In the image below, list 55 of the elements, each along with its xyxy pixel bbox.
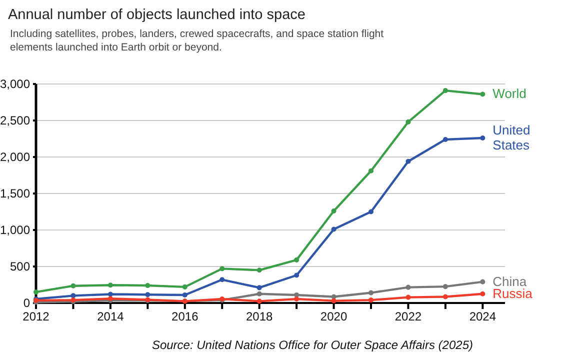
x-tick-label: 2016 <box>172 310 199 324</box>
point <box>480 92 486 97</box>
point <box>182 292 188 298</box>
point <box>368 298 374 303</box>
y-tick-label: 2,500 <box>0 113 30 128</box>
point <box>331 226 336 232</box>
point <box>256 298 262 304</box>
point <box>70 283 76 288</box>
point <box>368 290 374 296</box>
x-tick-label: 2018 <box>246 310 274 324</box>
point <box>256 291 262 296</box>
y-tick-label: 1,000 <box>0 222 30 237</box>
point <box>182 284 188 290</box>
point <box>331 298 336 304</box>
x-tick-label: 2024 <box>469 310 496 324</box>
point <box>294 296 300 302</box>
y-tick-label: 2,000 <box>0 150 30 164</box>
point <box>331 208 336 214</box>
point <box>33 290 39 295</box>
chart-subtitle: Including satellites, probes, landers, crewed spacecrafts, and space station flight elements launched into Earth orbit or beyond. <box>10 28 384 54</box>
point <box>368 209 374 214</box>
series-label: United States <box>492 122 530 153</box>
point <box>442 294 448 300</box>
point <box>145 292 150 298</box>
point <box>480 291 486 296</box>
x-tick-label: 2020 <box>320 310 348 324</box>
point <box>256 268 262 273</box>
x-tick-label: 2014 <box>97 310 124 324</box>
series-label: World <box>492 86 526 102</box>
point <box>220 266 225 272</box>
point <box>480 136 486 141</box>
x-tick-label: 2012 <box>22 310 50 324</box>
point <box>145 282 150 288</box>
point <box>368 168 374 174</box>
y-tick-label: 500 <box>10 259 30 274</box>
point <box>406 119 411 124</box>
y-tick-label: 3,000 <box>0 76 30 91</box>
point <box>108 282 113 288</box>
point <box>108 292 113 297</box>
point <box>406 294 411 300</box>
point <box>294 272 300 278</box>
x-tick-label: 2022 <box>394 310 422 324</box>
point <box>442 284 448 290</box>
point <box>406 284 411 290</box>
point <box>406 158 411 164</box>
source-note: Source: United Nations Office for Outer Space Affairs (2025) <box>152 338 473 352</box>
point <box>294 257 300 262</box>
point <box>256 285 262 290</box>
y-tick-label: 0 <box>23 296 30 310</box>
y-tick-label: 1,500 <box>0 186 30 200</box>
chart-title: Annual number of objects launched into space <box>8 7 306 23</box>
point <box>220 277 225 282</box>
point <box>480 279 486 284</box>
point <box>442 88 448 94</box>
point <box>442 136 448 142</box>
